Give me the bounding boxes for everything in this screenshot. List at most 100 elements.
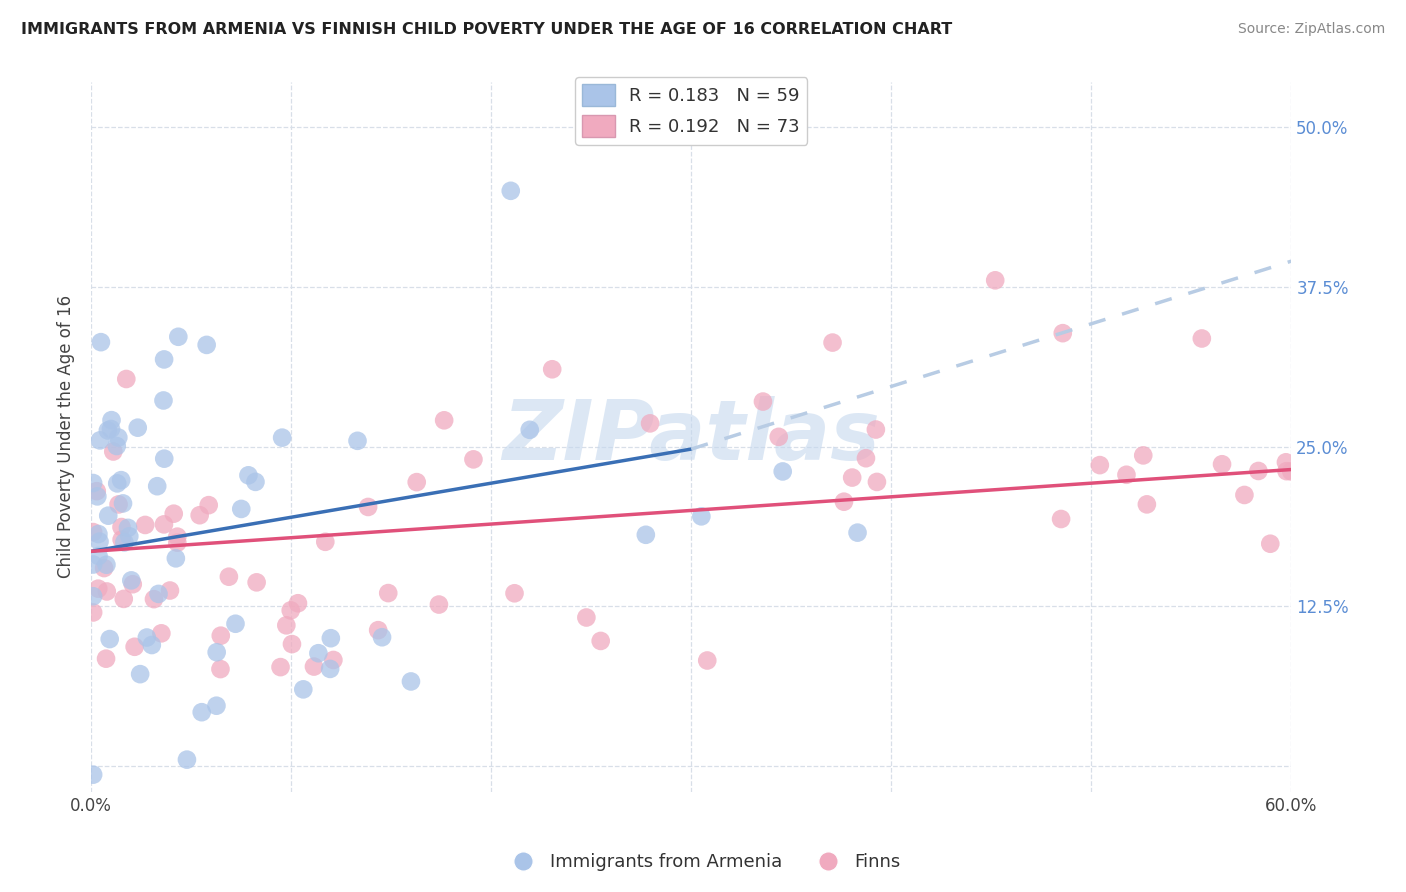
Point xyxy=(93,561,115,575)
Point xyxy=(110,520,132,534)
Point xyxy=(107,498,129,512)
Point xyxy=(165,551,187,566)
Point xyxy=(111,533,134,547)
Point xyxy=(163,507,186,521)
Point xyxy=(314,534,336,549)
Point xyxy=(589,634,612,648)
Point xyxy=(866,475,889,489)
Point xyxy=(118,529,141,543)
Point xyxy=(96,558,118,572)
Text: ZIPatlas: ZIPatlas xyxy=(502,396,880,477)
Point xyxy=(90,335,112,350)
Point xyxy=(89,534,111,549)
Legend: Immigrants from Armenia, Finns: Immigrants from Armenia, Finns xyxy=(498,847,908,879)
Point xyxy=(371,630,394,644)
Point xyxy=(205,698,228,713)
Point xyxy=(367,623,389,637)
Point xyxy=(87,582,110,596)
Point xyxy=(377,586,399,600)
Point xyxy=(112,535,135,549)
Point xyxy=(153,352,176,367)
Point xyxy=(82,476,104,491)
Point xyxy=(287,596,309,610)
Point xyxy=(503,586,526,600)
Point xyxy=(153,451,176,466)
Point xyxy=(195,338,218,352)
Point xyxy=(141,638,163,652)
Point xyxy=(110,473,132,487)
Point xyxy=(405,475,427,490)
Point xyxy=(357,500,380,514)
Point xyxy=(433,413,456,427)
Point xyxy=(1132,449,1154,463)
Point xyxy=(499,184,522,198)
Point xyxy=(120,574,142,588)
Point xyxy=(841,470,863,484)
Point xyxy=(1088,458,1111,472)
Point xyxy=(190,705,212,719)
Point xyxy=(427,598,450,612)
Point xyxy=(124,640,146,654)
Point xyxy=(97,424,120,438)
Point xyxy=(176,753,198,767)
Point xyxy=(984,273,1007,287)
Point xyxy=(205,645,228,659)
Point xyxy=(270,660,292,674)
Point xyxy=(135,631,157,645)
Point xyxy=(1275,455,1298,469)
Point xyxy=(832,494,855,508)
Point xyxy=(153,517,176,532)
Point xyxy=(188,508,211,523)
Point xyxy=(1211,457,1233,471)
Point xyxy=(107,430,129,444)
Point xyxy=(231,502,253,516)
Point xyxy=(224,616,246,631)
Point xyxy=(87,549,110,563)
Point xyxy=(87,527,110,541)
Point xyxy=(280,603,302,617)
Point xyxy=(1191,331,1213,345)
Point xyxy=(112,591,135,606)
Point xyxy=(1115,467,1137,482)
Point xyxy=(690,509,713,524)
Point xyxy=(271,431,294,445)
Point xyxy=(82,589,104,603)
Point xyxy=(463,452,485,467)
Point xyxy=(166,535,188,549)
Point xyxy=(575,610,598,624)
Point xyxy=(197,498,219,512)
Point xyxy=(307,646,329,660)
Point xyxy=(100,422,122,436)
Point xyxy=(148,587,170,601)
Point xyxy=(1279,464,1302,478)
Point xyxy=(146,479,169,493)
Point xyxy=(1136,497,1159,511)
Point xyxy=(96,584,118,599)
Point xyxy=(98,632,121,646)
Point xyxy=(346,434,368,448)
Point xyxy=(855,451,877,466)
Point xyxy=(768,430,790,444)
Y-axis label: Child Poverty Under the Age of 16: Child Poverty Under the Age of 16 xyxy=(58,295,75,579)
Point xyxy=(1247,464,1270,478)
Point xyxy=(752,394,775,409)
Point xyxy=(276,618,298,632)
Point xyxy=(105,476,128,491)
Point xyxy=(94,651,117,665)
Point xyxy=(82,558,104,572)
Point xyxy=(634,528,657,542)
Point xyxy=(166,530,188,544)
Point xyxy=(319,662,342,676)
Point xyxy=(100,413,122,427)
Point xyxy=(322,653,344,667)
Point xyxy=(134,518,156,533)
Legend: R = 0.183   N = 59, R = 0.192   N = 73: R = 0.183 N = 59, R = 0.192 N = 73 xyxy=(575,77,807,145)
Point xyxy=(82,525,104,540)
Point xyxy=(89,434,111,448)
Point xyxy=(399,674,422,689)
Point xyxy=(281,637,304,651)
Point xyxy=(696,653,718,667)
Point xyxy=(218,570,240,584)
Point xyxy=(150,626,173,640)
Point xyxy=(246,575,269,590)
